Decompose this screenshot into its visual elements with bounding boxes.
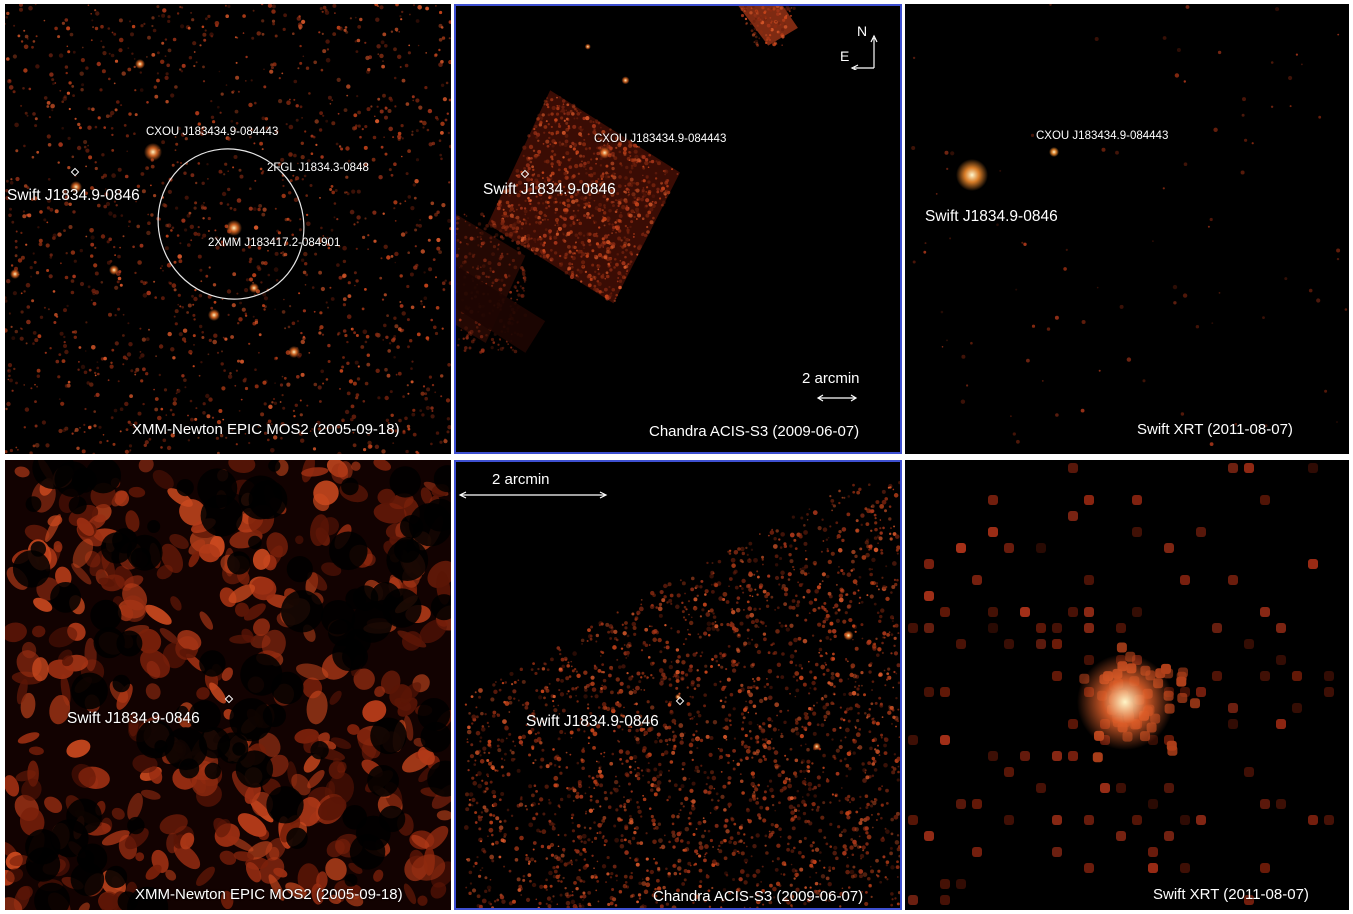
label-2fgl: 2FGL J1834.3-0848 (267, 162, 369, 174)
caption-swift: Swift XRT (2011-08-07) (1153, 886, 1309, 903)
label-swift: Swift J1834.9-0846 (483, 181, 616, 198)
scale-label: 2 arcmin (492, 471, 550, 488)
panel-top-middle-chandra: CXOU J183434.9-084443 Swift J1834.9-0846… (454, 4, 902, 454)
caption-chandra: Chandra ACIS-S3 (2009-06-07) (653, 888, 864, 905)
label-cxou: CXOU J183434.9-084443 (1036, 130, 1169, 142)
panel-bottom-middle-chandra: Swift J1834.9-0846 2 arcmin Chandra ACIS… (454, 460, 902, 910)
label-cxou: CXOU J183434.9-084443 (146, 126, 279, 138)
scale-label: 2 arcmin (802, 370, 860, 387)
scale-bar-icon (816, 394, 858, 402)
panel-bottom-right-swift: Swift XRT (2011-08-07) (905, 460, 1349, 910)
caption-xmm: XMM-Newton EPIC MOS2 (2005-09-18) (132, 421, 400, 438)
xray-image-chandra-top (456, 6, 798, 354)
label-cxou: CXOU J183434.9-084443 (594, 133, 727, 145)
compass-east: E (840, 48, 850, 64)
caption-xmm: XMM-Newton EPIC MOS2 (2005-09-18) (135, 886, 403, 903)
label-swift: Swift J1834.9-0846 (67, 710, 200, 727)
panel-bottom-left-xmm: Swift J1834.9-0846 XMM-Newton EPIC MOS2 … (5, 460, 451, 910)
panel-top-right-swift: CXOU J183434.9-084443 Swift J1834.9-0846… (905, 4, 1349, 454)
label-swift: Swift J1834.9-0846 (7, 187, 140, 204)
caption-swift: Swift XRT (2011-08-07) (1137, 421, 1293, 438)
label-swift: Swift J1834.9-0846 (925, 208, 1058, 225)
scale-bar-icon (458, 491, 608, 499)
label-2xmm: 2XMM J183417.2-084901 (208, 237, 341, 249)
xray-image-swift-top (911, 4, 1348, 446)
caption-chandra: Chandra ACIS-S3 (2009-06-07) (649, 423, 860, 440)
label-swift: Swift J1834.9-0846 (526, 713, 659, 730)
xray-image-xmm-bottom (5, 460, 451, 910)
compass-north: N (857, 23, 868, 39)
xray-image-swift-bottom (908, 463, 1334, 905)
xray-image-chandra-bottom (463, 481, 900, 908)
fgl-error-ellipse (157, 148, 305, 300)
panel-top-left-xmm: CXOU J183434.9-084443 2FGL J1834.3-0848 … (5, 4, 451, 454)
compass-arrows-icon (850, 34, 878, 70)
